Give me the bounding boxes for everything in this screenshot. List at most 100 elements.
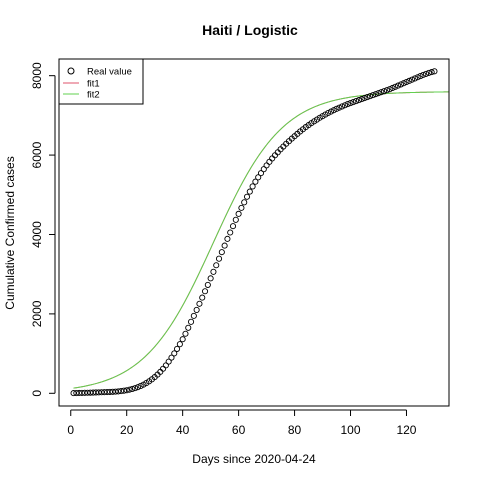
data-point [367,93,374,100]
x-tick-label: 80 [288,423,302,437]
data-point [347,100,354,107]
data-point [246,188,253,195]
data-point [397,81,404,88]
data-point [179,336,186,343]
chart-title: Haiti / Logistic [202,22,298,38]
data-point [210,268,217,275]
data-point [249,183,256,190]
data-point [126,386,133,393]
y-tick-label: 0 [30,390,44,397]
data-point [330,107,337,114]
y-tick-label: 8000 [30,62,44,89]
data-point [375,90,382,97]
data-point [185,324,192,331]
data-point [355,97,362,104]
data-point [406,77,413,84]
x-axis-label: Days since 2020-04-24 [192,452,316,466]
x-tick-label: 120 [396,423,416,437]
y-axis-label: Cumulative Confirmed cases [3,156,17,309]
data-point [120,387,127,394]
data-point [182,330,189,337]
data-point [129,385,136,392]
y-axis: 0 2000 4000 6000 8000 [30,62,56,397]
legend-label-fit2: fit2 [87,90,100,101]
legend-point-icon [67,67,75,75]
y-tick-label: 4000 [30,221,44,248]
data-point [213,262,220,269]
data-point [243,193,251,200]
data-point [160,365,167,372]
data-point [132,385,139,392]
data-point [176,341,183,348]
data-point [238,204,245,211]
data-point [218,249,225,256]
data-point [162,362,169,369]
x-tick-label: 60 [232,423,246,437]
data-point [353,98,360,105]
data-point [112,388,119,395]
data-point [395,82,402,89]
data-point [187,318,195,325]
fit-line-fit1 [73,91,449,389]
data-point [115,388,122,395]
data-point [123,387,130,394]
data-point [193,306,200,313]
data-point [134,384,141,391]
data-point [232,216,239,223]
data-point [392,83,399,90]
data-point [118,388,125,395]
data-point [336,104,343,111]
x-tick-label: 0 [67,423,74,437]
data-point [196,300,203,307]
data-point [168,354,175,361]
data-point [417,73,424,80]
data-point [204,281,211,288]
data-point [257,170,265,177]
data-point [174,345,181,352]
plot-frame [58,58,450,407]
data-point [369,92,376,99]
data-point [207,275,214,282]
data-point [431,68,438,75]
data-point [263,162,270,169]
legend: Real value fit1 fit2 [58,58,144,105]
data-point [241,199,248,206]
data-point [252,178,259,185]
data-point [341,102,348,109]
data-point [420,71,427,78]
data-point [325,109,332,117]
data-point [201,288,209,295]
data-point [389,84,396,92]
legend-box [58,58,144,105]
data-point [137,382,144,390]
data-point [358,96,365,103]
fit-lines [73,91,449,389]
data-point [423,70,430,77]
data-point [386,86,393,93]
data-point [383,87,390,94]
data-point [403,78,410,86]
data-point [224,235,231,242]
data-points [70,68,438,397]
legend-label-real-value: Real value [87,67,132,78]
data-point [409,76,416,83]
data-point [199,294,206,301]
data-point [411,75,418,82]
data-point [255,174,262,181]
x-tick-label: 40 [176,423,190,437]
data-point [400,80,407,87]
data-point [414,74,421,81]
fit-line-fit2 [73,91,449,389]
data-point [229,223,237,230]
data-point [425,69,432,76]
data-point [266,158,273,165]
data-point [428,69,435,76]
data-point [381,88,388,95]
data-point [269,155,276,162]
data-point [165,358,172,365]
data-point [333,105,340,112]
data-point [190,312,197,319]
data-point [361,95,368,102]
data-point [215,255,223,262]
